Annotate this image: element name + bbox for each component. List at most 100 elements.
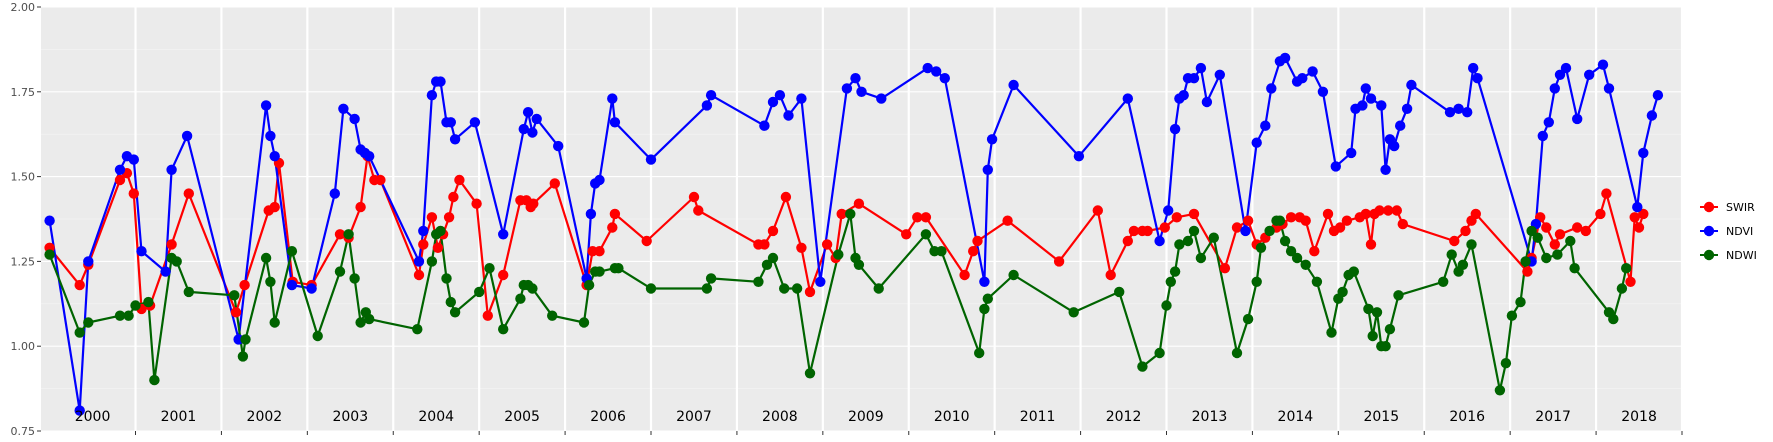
data-point-ndwi xyxy=(1569,263,1580,274)
year-label: 2012 xyxy=(1106,409,1142,425)
data-point-ndvi xyxy=(181,130,193,142)
year-label: 2002 xyxy=(247,409,283,425)
data-point-ndvi xyxy=(1251,137,1262,148)
data-point-swir xyxy=(443,212,455,223)
data-point-ndvi xyxy=(469,117,481,128)
data-point-swir xyxy=(432,242,444,253)
data-point-swir xyxy=(1159,222,1171,233)
data-point-ndvi xyxy=(1360,83,1372,94)
data-point-ndvi xyxy=(338,103,349,115)
data-point-ndvi xyxy=(1584,69,1595,81)
data-point-ndvi xyxy=(982,164,993,175)
data-point-swir xyxy=(1572,222,1583,233)
data-point-ndvi xyxy=(815,276,826,287)
data-point-ndwi xyxy=(1165,276,1177,287)
data-point-ndwi xyxy=(701,283,713,294)
data-point-ndwi xyxy=(260,252,272,264)
year-label: 2013 xyxy=(1192,409,1228,425)
data-point-swir xyxy=(334,229,346,240)
data-point-ndwi xyxy=(130,300,141,311)
data-point-ndvi xyxy=(518,123,529,135)
data-point-swir xyxy=(1122,235,1134,247)
year-label: 2018 xyxy=(1621,409,1657,425)
data-point-ndvi xyxy=(269,151,280,162)
data-point-ndwi xyxy=(1208,232,1220,243)
data-point-ndwi xyxy=(613,263,624,274)
data-point-ndwi xyxy=(1068,307,1079,318)
data-point-ndwi xyxy=(1621,263,1632,274)
data-point-ndwi xyxy=(1466,239,1477,250)
axes: 0.75 1.00 1.25 1.50 1.75 2.00 xyxy=(11,1,1683,438)
data-point-ndvi xyxy=(931,66,942,77)
y-tick-label: 2.00 xyxy=(11,1,36,14)
data-point-swir xyxy=(641,235,652,247)
data-point-ndwi xyxy=(1608,313,1619,325)
data-point-ndvi xyxy=(1560,62,1572,74)
data-point-ndvi xyxy=(594,174,605,186)
data-point-swir xyxy=(853,198,865,209)
year-label: 2008 xyxy=(762,409,798,425)
data-point-ndvi xyxy=(426,90,438,101)
data-point-ndwi xyxy=(1137,361,1148,372)
data-point-ndwi xyxy=(269,317,280,328)
data-point-swir xyxy=(1633,222,1645,233)
data-point-ndwi xyxy=(229,290,240,301)
data-point-swir xyxy=(1341,215,1353,226)
data-point-swir xyxy=(448,191,459,203)
data-point-swir xyxy=(128,188,139,199)
data-point-swir xyxy=(1334,222,1346,233)
data-point-ndvi xyxy=(1201,96,1213,108)
data-point-swir xyxy=(1219,263,1231,274)
data-point-ndvi xyxy=(856,86,867,98)
data-point-ndvi xyxy=(701,100,713,111)
data-point-swir xyxy=(912,212,923,223)
data-point-ndwi xyxy=(979,303,990,315)
data-point-swir xyxy=(1309,246,1320,257)
data-point-ndvi xyxy=(166,164,177,175)
data-point-swir xyxy=(1397,218,1409,230)
data-point-ndwi xyxy=(1515,296,1526,308)
data-point-ndvi xyxy=(1646,110,1658,121)
data-point-ndwi xyxy=(1188,225,1200,237)
data-point-swir xyxy=(1300,215,1311,226)
data-point-ndvi xyxy=(1632,201,1643,213)
data-point-swir xyxy=(1374,205,1385,216)
data-point-ndvi xyxy=(850,73,861,84)
data-point-ndvi xyxy=(841,83,853,94)
data-point-ndvi xyxy=(1317,86,1329,98)
data-point-ndwi xyxy=(1520,256,1531,267)
data-point-ndvi xyxy=(1472,73,1483,84)
data-point-ndwi xyxy=(83,317,94,328)
data-point-ndwi xyxy=(1311,276,1323,287)
data-point-ndwi xyxy=(349,273,360,284)
data-point-ndvi xyxy=(522,107,534,118)
data-point-ndwi xyxy=(449,307,461,318)
data-point-ndvi xyxy=(783,110,794,121)
data-point-ndwi xyxy=(1161,300,1172,311)
year-label: 2011 xyxy=(1020,409,1056,425)
data-point-swir xyxy=(804,286,816,298)
data-point-ndwi xyxy=(171,256,182,267)
data-point-ndwi xyxy=(982,293,993,304)
data-point-ndvi xyxy=(705,90,717,101)
data-point-ndvi xyxy=(449,134,461,145)
data-point-swir xyxy=(688,191,700,203)
data-point-ndwi xyxy=(149,374,160,386)
data-point-ndvi xyxy=(796,93,807,104)
data-point-ndwi xyxy=(1182,235,1194,247)
data-point-ndvi xyxy=(767,96,779,108)
data-point-swir xyxy=(780,191,792,203)
data-point-ndvi xyxy=(607,93,618,104)
data-point-swir xyxy=(1391,205,1403,216)
data-point-ndwi xyxy=(547,310,558,321)
data-point-swir xyxy=(1522,266,1533,277)
data-point-ndvi xyxy=(1468,62,1479,74)
data-point-ndwi xyxy=(1494,385,1506,396)
data-point-swir xyxy=(1541,222,1552,233)
data-point-ndwi xyxy=(1367,330,1378,342)
data-point-swir xyxy=(1625,276,1636,287)
data-point-swir xyxy=(1322,208,1334,220)
data-point-ndwi xyxy=(1285,246,1297,257)
data-point-ndvi xyxy=(435,76,446,87)
data-point-ndvi xyxy=(922,62,933,74)
